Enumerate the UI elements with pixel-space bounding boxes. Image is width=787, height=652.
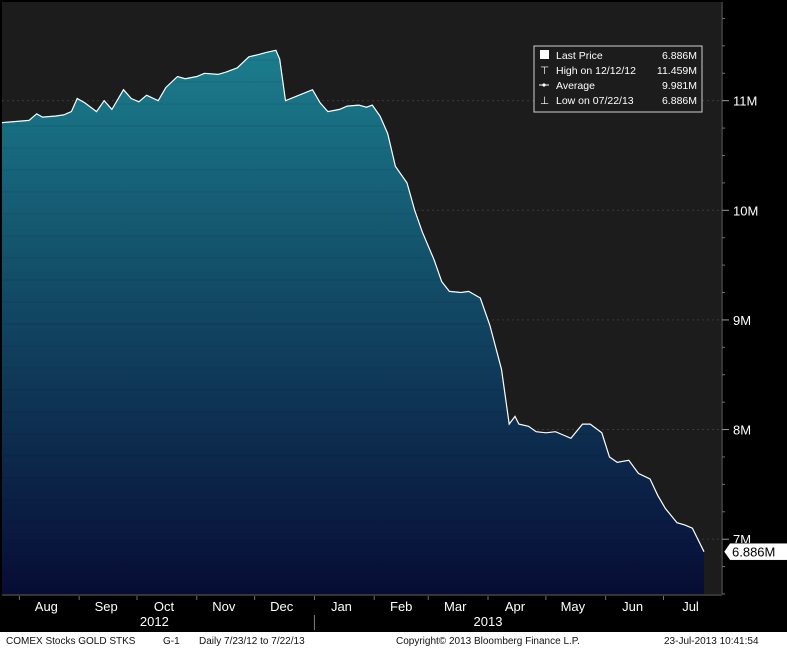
x-tick-label: Mar [444,599,467,614]
x-tick-label: Apr [505,599,526,614]
y-tick-label: 8M [733,423,751,438]
legend-row-average: Average 9.981M [539,80,697,92]
legend-row-last-price: Last Price 6.886M [540,50,697,62]
footer-copyright: Copyright© 2013 Bloomberg Finance L.P. [396,636,580,647]
x-tick-label: Jul [682,599,699,614]
y-tick-label: 11M [733,94,757,109]
y-tick-label: 10M [733,203,758,218]
x-tick-label: Jun [622,599,643,614]
footer-range: Daily 7/23/12 to 7/22/13 [199,636,305,647]
y-tick-label: 9M [733,313,751,328]
legend-box [533,45,703,113]
high-marker-icon: ⊤ [540,65,549,77]
legend: Last Price 6.886M ⊤ High on 12/12/12 11.… [533,45,703,113]
legend-row-low: ⊥ Low on 07/22/13 6.886M [540,95,697,107]
legend-label: Average [556,80,595,92]
square-icon [540,50,549,59]
series-area [2,50,704,595]
legend-value: 6.886M [662,95,697,107]
x-tick-label: Nov [212,599,236,614]
legend-value: 6.886M [662,50,697,62]
legend-label: Low on 07/22/13 [556,95,634,107]
legend-label: Last Price [556,50,603,62]
last-value-tag-shape [723,542,787,561]
legend-value: 11.459M [657,65,697,77]
x-axis-ticks: Aug Sep Oct Nov Dec Jan Feb Mar Apr May Jun Jul [18,596,699,614]
x-tick-label: Sep [95,599,118,614]
legend-value: 9.981M [662,80,697,92]
footer-chart-id: G-1 [163,636,180,647]
footer-bar: COMEX Stocks GOLD STKS G-1 Daily 7/23/12… [0,632,787,652]
x-tick-label: Aug [35,599,58,614]
x-tick-label: May [561,599,586,614]
x-tick-label: Oct [154,599,175,614]
footer-security: COMEX Stocks GOLD STKS [6,636,136,647]
last-value-label: 6.886M [732,545,775,560]
x-tick-label: Feb [390,599,412,614]
year-label: 2012 [140,614,169,629]
year-labels: 2012 2013 [140,614,503,630]
year-label: 2013 [474,614,503,629]
footer-timestamp: 23-Jul-2013 10:41:54 [664,636,759,647]
legend-row-high: ⊤ High on 12/12/12 11.459M [540,65,697,77]
last-value-tag: 6.886M [723,542,787,561]
low-marker-icon: ⊥ [540,95,549,107]
average-marker-dot [542,83,546,87]
legend-label: High on 12/12/12 [556,65,636,77]
x-tick-label: Dec [270,599,294,614]
series-line [1,49,705,552]
x-tick-label: Jan [331,599,352,614]
